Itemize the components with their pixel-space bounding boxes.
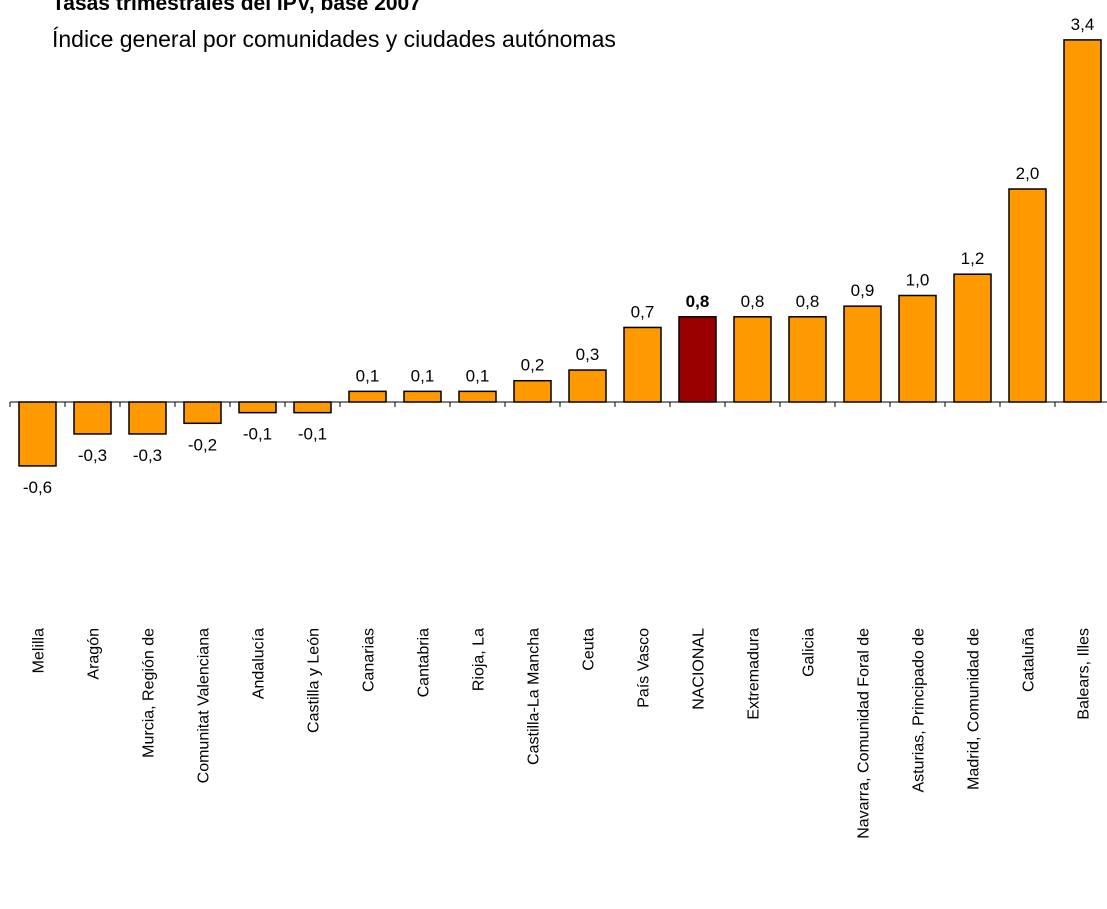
data-label: 1,2 [961, 249, 985, 268]
bar [1063, 39, 1102, 403]
bar [403, 390, 442, 403]
chart-title: Tasas trimestrales del IPV, base 2007 [52, 0, 421, 15]
category-label: Melilla [31, 628, 48, 673]
bar [898, 294, 937, 403]
category-label: Comunitat Valenciana [196, 628, 213, 783]
data-label: -0,1 [243, 425, 272, 444]
bar [623, 326, 662, 403]
bar [568, 369, 607, 403]
data-label: 0,1 [356, 366, 380, 385]
category-label: Ceuta [581, 628, 598, 671]
category-label: Madrid, Comunidad de [966, 628, 983, 790]
category-label: Asturias, Principado de [911, 628, 928, 793]
category-label: Cataluña [1021, 628, 1038, 692]
bar [348, 390, 387, 403]
bar [73, 401, 112, 435]
category-label: Andalucía [251, 628, 268, 699]
data-label: 0,8 [686, 292, 710, 311]
data-label: 0,8 [796, 292, 820, 311]
data-label: 0,2 [521, 356, 545, 375]
bar [238, 401, 277, 414]
data-label: 0,7 [631, 302, 655, 321]
data-label: 1,0 [906, 271, 930, 290]
data-label: 0,1 [466, 366, 490, 385]
category-label: Cantabria [416, 628, 433, 697]
data-label: 0,9 [851, 281, 875, 300]
data-label: -0,6 [23, 478, 52, 497]
category-label: NACIONAL [691, 628, 708, 710]
bar [513, 379, 552, 403]
category-label: Rioja, La [471, 628, 488, 691]
bar [788, 316, 827, 403]
category-label: Navarra, Comunidad Foral de [856, 628, 873, 839]
data-label: -0,3 [133, 446, 162, 465]
data-label: 0,8 [741, 292, 765, 311]
data-label: -0,1 [298, 425, 327, 444]
bar [733, 316, 772, 403]
data-label: -0,3 [78, 446, 107, 465]
bar [953, 273, 992, 403]
bar [183, 401, 222, 425]
data-label: 0,1 [411, 366, 435, 385]
category-label: Galicia [801, 628, 818, 677]
data-label: 0,3 [576, 345, 600, 364]
category-label: Balears, Illes [1076, 628, 1093, 720]
data-label: -0,2 [188, 435, 217, 454]
category-label: Castilla-La Mancha [526, 628, 543, 765]
category-label: Aragón [86, 628, 103, 680]
category-label: Canarias [361, 628, 378, 692]
bar [293, 401, 332, 414]
category-label: Murcia, Región de [141, 628, 158, 758]
bar [128, 401, 167, 435]
bar [843, 305, 882, 403]
bar [678, 316, 717, 403]
bar [18, 401, 57, 467]
bar [1008, 188, 1047, 403]
category-label: Extremadura [746, 628, 763, 720]
data-label: 2,0 [1016, 164, 1040, 183]
category-label: País Vasco [636, 628, 653, 708]
data-label: 3,4 [1071, 15, 1095, 34]
category-label: Castilla y León [306, 628, 323, 733]
bar [458, 390, 497, 403]
chart-subtitle: Índice general por comunidades y ciudade… [52, 26, 616, 52]
